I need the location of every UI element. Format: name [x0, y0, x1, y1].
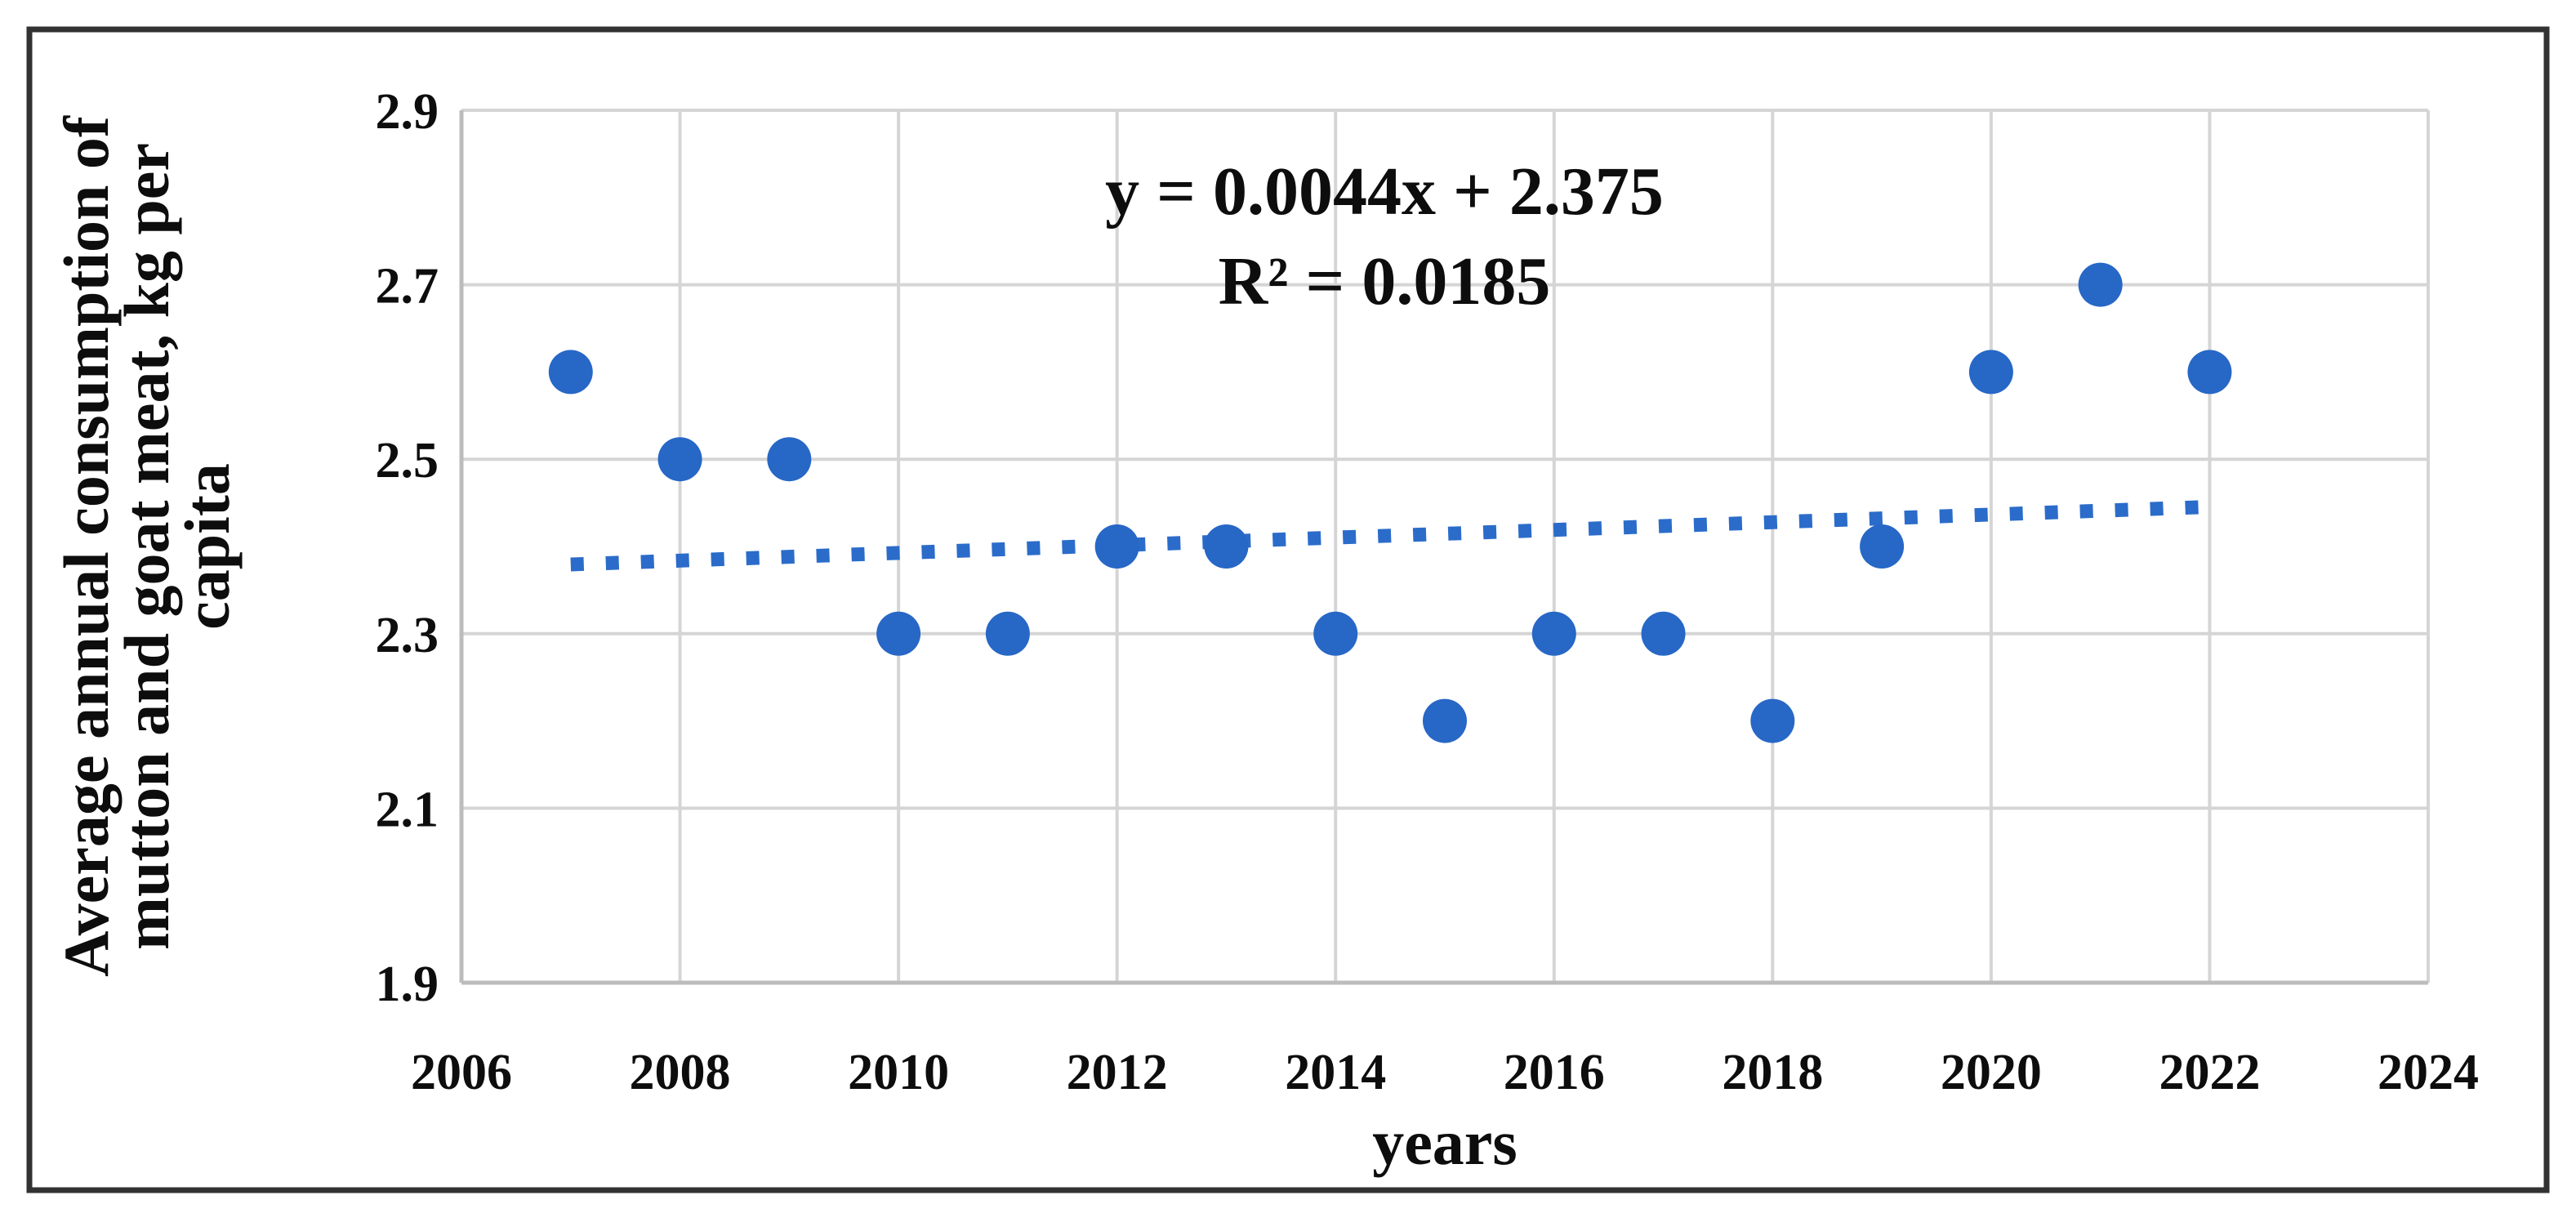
data-point: [1313, 611, 1358, 656]
data-point: [657, 437, 702, 482]
data-point: [767, 437, 812, 482]
x-tick-label: 2016: [1504, 1045, 1605, 1100]
x-tick-label: 2012: [1067, 1045, 1168, 1100]
x-tick-label: 2010: [848, 1045, 949, 1100]
x-tick-label: 2022: [2159, 1045, 2260, 1100]
y-tick-label: 2.5: [376, 433, 439, 488]
y-tick-label: 2.3: [376, 608, 439, 663]
trendline: [570, 500, 2210, 572]
data-points: [548, 262, 2232, 743]
x-tick-label: 2020: [1941, 1045, 2042, 1100]
x-tick-label: 2008: [630, 1045, 731, 1100]
y-axis-title-line: Average annual consumption of: [51, 115, 122, 977]
trendline-equation: y = 0.0044x + 2.375: [1105, 154, 1664, 230]
figure-border: [26, 26, 2550, 1193]
data-point: [2187, 350, 2232, 395]
data-point: [985, 611, 1030, 656]
data-point: [1641, 611, 1686, 656]
x-tick-label: 2006: [411, 1045, 512, 1100]
data-point: [876, 611, 921, 656]
y-tick-label: 2.7: [376, 259, 439, 314]
y-tick-label: 2.9: [376, 84, 439, 140]
data-point: [1968, 350, 2013, 395]
data-point: [1860, 524, 1905, 569]
trendline-r-squared: R² = 0.0185: [1219, 243, 1551, 319]
x-tick-label: 2014: [1285, 1045, 1386, 1100]
x-tick-label: 2018: [1722, 1045, 1823, 1100]
data-point: [1750, 698, 1795, 743]
data-point: [1531, 611, 1576, 656]
y-tick-label: 1.9: [376, 957, 439, 1012]
data-point: [2078, 262, 2123, 307]
x-tick-label: 2024: [2378, 1045, 2479, 1100]
data-point: [1423, 698, 1467, 743]
data-point: [1094, 524, 1139, 569]
y-axis-title-line: capita: [172, 463, 243, 630]
x-axis-title: years: [1372, 1107, 1518, 1178]
y-axis-title-line: mutton and goat meat, kg per: [111, 143, 182, 950]
data-point: [548, 350, 593, 395]
x-tick-labels: 2006 2008 2010 2012 2014 2016 2018 2020 2022 2024: [411, 1045, 2479, 1100]
y-tick-label: 2.1: [376, 782, 439, 837]
y-tick-labels: 2.9 2.7 2.5 2.3 2.1 1.9: [376, 84, 439, 1012]
data-point: [1204, 524, 1249, 569]
